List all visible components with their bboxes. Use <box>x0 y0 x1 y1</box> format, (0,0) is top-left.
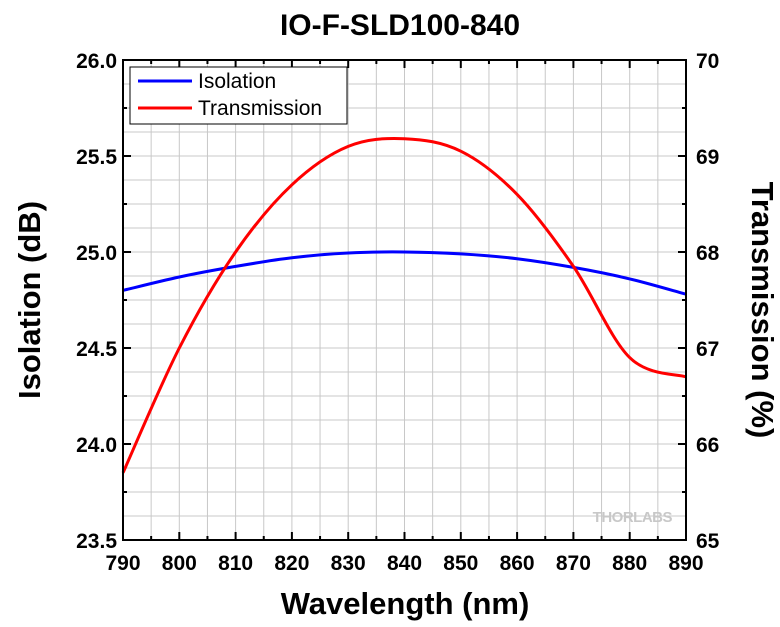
y-axis-label-left: Isolation (dB) <box>12 201 47 399</box>
chart-title: IO-F-SLD100-840 <box>280 9 520 42</box>
x-ticks: 790 800 810 820 830 840 850 860 870 880 890 <box>105 60 704 575</box>
x-tick-label: 880 <box>612 552 647 575</box>
y2-tick-label: 70 <box>696 50 719 73</box>
watermark-logo: THORLABS <box>593 509 673 526</box>
x-tick-label: 860 <box>500 552 535 575</box>
y2-tick-label: 65 <box>696 530 720 553</box>
y-tick-label: 25.0 <box>76 242 117 265</box>
y-tick-label: 24.5 <box>76 338 117 361</box>
x-tick-label: 850 <box>443 552 478 575</box>
x-tick-label: 830 <box>331 552 366 575</box>
legend-label-transmission: Transmission <box>198 97 322 120</box>
x-axis-label: Wavelength (nm) <box>281 586 530 621</box>
x-tick-label: 820 <box>274 552 309 575</box>
y2-tick-label: 67 <box>696 338 719 361</box>
x-tick-label: 810 <box>218 552 253 575</box>
y-axis-label-right: Transmission (%) <box>745 182 780 439</box>
series-line-isolation <box>122 250 687 296</box>
series-lines <box>121 136 687 474</box>
series-line-transmission <box>121 136 687 474</box>
legend: Isolation Transmission <box>129 66 348 125</box>
y-tick-label: 25.5 <box>76 146 117 169</box>
x-tick-label: 800 <box>162 552 197 575</box>
x-tick-label: 790 <box>105 552 140 575</box>
y2-tick-label: 66 <box>696 434 719 457</box>
x-tick-label: 890 <box>668 552 703 575</box>
legend-box <box>129 66 348 125</box>
x-tick-label: 870 <box>556 552 591 575</box>
y-tick-label: 26.0 <box>76 50 117 73</box>
y-ticks-right: 65 66 67 68 69 70 <box>678 50 720 553</box>
grid <box>122 59 687 541</box>
y2-tick-label: 69 <box>696 146 719 169</box>
y-tick-label: 24.0 <box>76 434 117 457</box>
watermark: THORLABS <box>593 509 673 526</box>
y2-tick-label: 68 <box>696 242 720 265</box>
y-tick-label: 23.5 <box>76 530 117 553</box>
y-ticks-left: 23.5 24.0 24.5 25.0 25.5 26.0 <box>76 50 131 553</box>
x-tick-label: 840 <box>387 552 422 575</box>
legend-label-isolation: Isolation <box>198 70 276 93</box>
